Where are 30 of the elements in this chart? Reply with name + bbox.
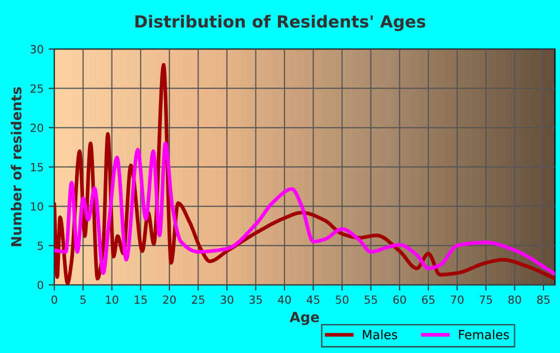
x-tick-label: 15: [134, 296, 147, 304]
chart-title: Distribution of Residents' Ages: [135, 14, 426, 32]
y-tick-label: 15: [30, 163, 43, 172]
y-tick-label: 10: [30, 202, 44, 211]
x-tick-label: 0: [52, 295, 58, 304]
y-tick-label: 30: [30, 45, 44, 54]
x-tick-label: 25: [192, 295, 204, 304]
x-tick-label: 60: [393, 295, 406, 304]
x-tick-label: 50: [336, 295, 348, 304]
legend-label: Females: [459, 330, 509, 340]
x-tick-label: 55: [364, 296, 377, 304]
x-tick-label: 80: [508, 295, 522, 304]
y-tick-label: 20: [30, 124, 44, 132]
y-tick-label: 25: [30, 84, 43, 93]
x-tick-label: 65: [422, 295, 434, 304]
x-tick-label: 40: [278, 295, 291, 304]
x-axis-title: Age: [290, 312, 320, 326]
x-tick-label: 20: [163, 295, 176, 304]
y-tick-label: 0: [38, 280, 44, 290]
x-tick-label: 85: [537, 295, 550, 304]
x-tick-label: 75: [480, 296, 492, 304]
x-tick-label: 5: [80, 296, 86, 304]
y-axis-title: Number of residents: [10, 87, 22, 246]
x-tick-label: 45: [306, 296, 320, 304]
x-tick-label: 10: [106, 295, 118, 304]
x-tick-label: 35: [250, 295, 262, 304]
legend-label: Males: [362, 330, 398, 340]
x-tick-label: 30: [220, 295, 234, 304]
y-tick-label: 5: [38, 242, 43, 250]
x-tick-label: 70: [450, 295, 464, 304]
